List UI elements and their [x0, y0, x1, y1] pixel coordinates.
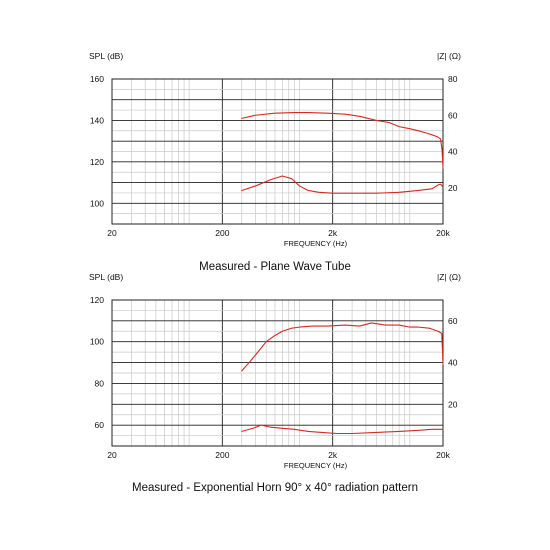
- plot-frame: [111, 78, 444, 225]
- y-tick-left: 120: [90, 157, 104, 167]
- x-tick: 20: [107, 228, 117, 238]
- y-tick-right: 20: [448, 183, 458, 193]
- y-tick-left: 140: [90, 115, 104, 125]
- x-tick: 20: [107, 450, 117, 460]
- impedance-curve: [241, 424, 444, 435]
- y-tick-right: 40: [448, 358, 458, 368]
- x-tick: 200: [215, 228, 229, 238]
- x-tick: 200: [215, 450, 229, 460]
- y-tick-left: 60: [95, 420, 105, 430]
- y-tick-right: 20: [448, 399, 458, 409]
- y-tick-left: 80: [95, 378, 105, 388]
- y-axis-label-right: |Z| (Ω): [437, 272, 461, 282]
- x-axis-label: FREQUENCY (Hz): [284, 461, 348, 470]
- plot-frame: [111, 299, 444, 447]
- x-tick: 2k: [328, 228, 338, 238]
- y-axis-label-right: |Z| (Ω): [437, 51, 461, 61]
- y-tick-left: 100: [90, 337, 104, 347]
- x-tick: 20k: [436, 450, 450, 460]
- chart-caption: Measured - Exponential Horn 90° x 40° ra…: [132, 482, 418, 494]
- x-tick: 20k: [436, 228, 450, 238]
- chart-2: [111, 299, 444, 447]
- y-tick-right: 40: [448, 147, 458, 157]
- y-tick-left: 100: [90, 198, 104, 208]
- y-tick-right: 60: [448, 110, 458, 120]
- spl-curve: [241, 112, 444, 169]
- y-tick-left: 160: [90, 74, 104, 84]
- y-tick-right: 80: [448, 74, 458, 84]
- y-axis-label-left: SPL (dB): [89, 51, 123, 61]
- chart-caption: Measured - Plane Wave Tube: [199, 261, 351, 273]
- y-axis-label-left: SPL (dB): [89, 272, 123, 282]
- x-axis-label: FREQUENCY (Hz): [284, 239, 348, 248]
- x-tick: 2k: [328, 450, 338, 460]
- y-tick-left: 120: [90, 295, 104, 305]
- chart-1: [111, 78, 444, 225]
- y-tick-right: 60: [448, 316, 458, 326]
- impedance-curve: [241, 175, 444, 194]
- spl-curve: [241, 322, 444, 372]
